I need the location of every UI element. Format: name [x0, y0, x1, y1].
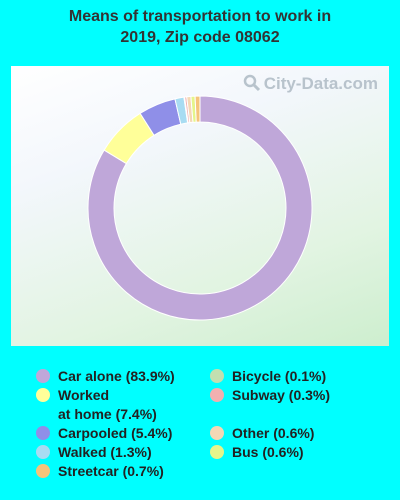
- legend-label: Carpooled (5.4%): [58, 425, 173, 441]
- legend-label: Bicycle (0.1%): [232, 368, 327, 384]
- legend-label: at home (7.4%): [58, 406, 157, 422]
- legend-right-column: Bicycle (0.1%) Subway (0.3%) Other (0.6%)…: [210, 367, 330, 462]
- legend-label: Worked: [58, 387, 110, 403]
- legend-item: Subway (0.3%): [210, 386, 330, 405]
- legend-item: Carpooled (5.4%): [36, 424, 175, 443]
- legend-swatch: [36, 464, 50, 478]
- legend-item: Worked at home (7.4%): [36, 386, 175, 424]
- donut-slice-streetcar: [194, 95, 201, 123]
- legend-swatch: [210, 369, 224, 383]
- watermark-text: City-Data.com: [263, 74, 378, 93]
- donut-slice-car-alone: [87, 95, 313, 321]
- legend-left-column: Car alone (83.9%) Worked at home (7.4%) Car…: [36, 367, 175, 481]
- chart-title-line-2: 2019, Zip code 08062: [120, 29, 280, 46]
- chart-title-line-1: Means of transportation to work in: [68, 8, 332, 25]
- legend-label: [232, 405, 330, 424]
- magnifier-icon: [243, 74, 260, 92]
- legend-label: Car alone (83.9%): [58, 368, 175, 384]
- legend-item: Streetcar (0.7%): [36, 462, 175, 481]
- legend-item: Car alone (83.9%): [36, 367, 175, 386]
- legend-item: [210, 405, 330, 424]
- legend-label: Streetcar (0.7%): [58, 463, 164, 479]
- legend-swatch: [36, 426, 50, 440]
- legend-item: Bus (0.6%): [210, 443, 330, 462]
- legend-swatch: [210, 426, 224, 440]
- legend-swatch: [36, 445, 50, 459]
- legend-item: Other (0.6%): [210, 424, 330, 443]
- legend-item: Walked (1.3%): [36, 443, 175, 462]
- legend-label: Bus (0.6%): [232, 444, 304, 460]
- chart-title: Means of transportation to work in 2019,…: [0, 6, 400, 48]
- legend-item: Bicycle (0.1%): [210, 367, 330, 386]
- watermark: City-Data.com: [243, 74, 378, 94]
- legend-swatch: [210, 388, 224, 402]
- legend-label: Other (0.6%): [232, 425, 315, 441]
- legend-swatch: [36, 388, 50, 402]
- legend-swatch: [210, 445, 224, 459]
- legend-swatch: [36, 369, 50, 383]
- legend-label: Walked (1.3%): [58, 444, 152, 460]
- legend-label: Subway (0.3%): [232, 387, 331, 403]
